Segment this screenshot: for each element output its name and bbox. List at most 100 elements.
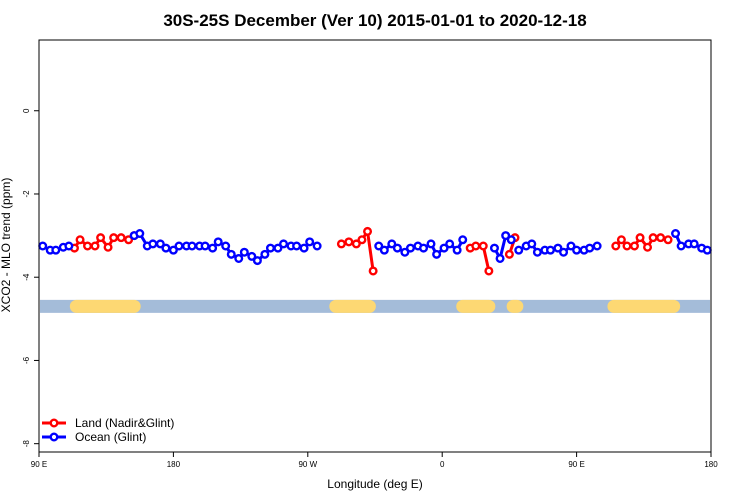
legend: Land (Nadir&Glint)Ocean (Glint) [42,416,174,444]
data-point [357,235,367,245]
legend-label: Ocean (Glint) [75,430,146,444]
data-point [439,243,449,253]
x-axis-ticks: 90 E 180 90 W 0 90 E 180 [31,452,718,469]
data-point [305,237,315,247]
y-tick-label: -2 [22,190,31,198]
data-point [363,226,373,236]
x-tick-label: 0 [440,460,445,469]
data-point [629,241,639,251]
data-point [495,253,505,263]
data-point [155,239,165,249]
data-point [265,243,275,253]
data-point [489,243,499,253]
series-ocean [38,229,712,266]
y-tick-label: -4 [22,273,31,281]
data-point [161,243,171,253]
data-point [445,239,455,249]
data-point [208,243,218,253]
data-point [387,239,397,249]
data-point [187,241,197,251]
data-point [471,241,481,251]
data-point [124,235,134,245]
data-point [96,233,106,243]
data-point [501,231,511,241]
data-point [566,241,576,251]
data-point [174,241,184,251]
legend-label: Land (Nadir&Glint) [75,416,174,430]
data-point [405,243,415,253]
data-point [38,241,48,251]
data-point [671,229,681,239]
data-point [260,249,270,259]
data-point [400,247,410,257]
x-tick-label: 90 E [31,460,47,469]
data-point [527,239,537,249]
data-point [226,249,236,259]
x-tick-label: 180 [167,460,181,469]
data-point [234,253,244,263]
data-point [64,241,74,251]
data-point [51,245,61,255]
data-point [622,241,632,251]
data-point [135,229,145,239]
data-point [252,256,262,266]
data-point [635,233,645,243]
data-point [103,242,113,252]
y-tick-label: -6 [22,356,31,364]
data-point [221,241,231,251]
data-point [458,235,468,245]
data-point [344,237,354,247]
data-point [116,233,126,243]
data-point [514,245,524,255]
data-point [592,241,602,251]
data-point [83,241,93,251]
x-axis-label: Longitude (deg E) [327,477,422,491]
data-point [532,247,542,257]
data-point [616,235,626,245]
data-point [559,247,569,257]
data-point [273,243,283,253]
y-tick-label: 0 [22,108,31,113]
data-point [689,239,699,249]
y-axis-label: XCO2 - MLO trend (ppm) [0,178,13,313]
plot-frame [38,39,712,453]
data-point [504,249,514,259]
data-point [643,242,653,252]
data-point [239,247,249,257]
y-tick-label: -8 [22,440,31,448]
x-tick-label: 90 E [568,460,584,469]
data-point [336,239,346,249]
data-point [426,239,436,249]
data-point [148,239,158,249]
data-point [432,249,442,259]
data-point [585,243,595,253]
x-tick-label: 180 [704,460,718,469]
data-point [553,243,563,253]
data-point [676,241,686,251]
legend-item: Land (Nadir&Glint) [42,416,174,430]
y-axis-ticks: 0 -2 -4 -6 -8 [22,108,39,447]
x-tick-label: 90 W [298,460,317,469]
legend-item: Ocean (Glint) [42,430,146,444]
data-point [392,243,402,253]
legend-swatch-marker [49,432,59,442]
data-point [452,245,462,255]
data-point [478,241,488,251]
legend-swatch-marker [49,418,59,428]
data-point [656,233,666,243]
data-point [572,245,582,255]
series-line [340,229,375,272]
data-point [379,245,389,255]
data-point [279,239,289,249]
series-layer [38,226,712,276]
data-point [611,241,621,251]
data-point [702,245,712,255]
data-point [663,235,673,245]
data-point [90,241,100,251]
data-point [247,251,257,261]
data-point [419,243,429,253]
data-point [506,235,516,245]
data-point [200,241,210,251]
data-point [374,241,384,251]
